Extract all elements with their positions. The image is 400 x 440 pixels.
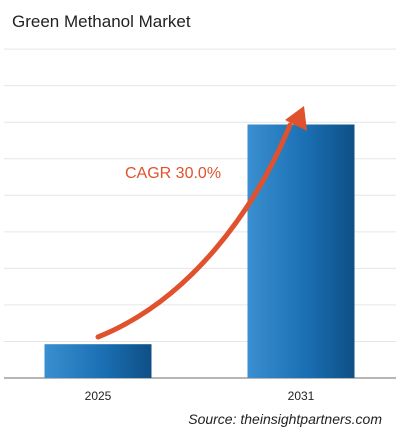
bar-2025 xyxy=(44,344,152,378)
chart-title: Green Methanol Market xyxy=(12,12,191,31)
source-caption: Source: theinsightpartners.com xyxy=(188,411,382,427)
growth-arrow xyxy=(95,122,293,340)
x-tick-label-2031: 2031 xyxy=(288,389,315,403)
x-tick-label-2025: 2025 xyxy=(85,389,112,403)
cagr-annotation: CAGR 30.0% xyxy=(125,165,221,182)
arrow-head xyxy=(285,106,307,131)
bar-2031 xyxy=(247,124,355,378)
